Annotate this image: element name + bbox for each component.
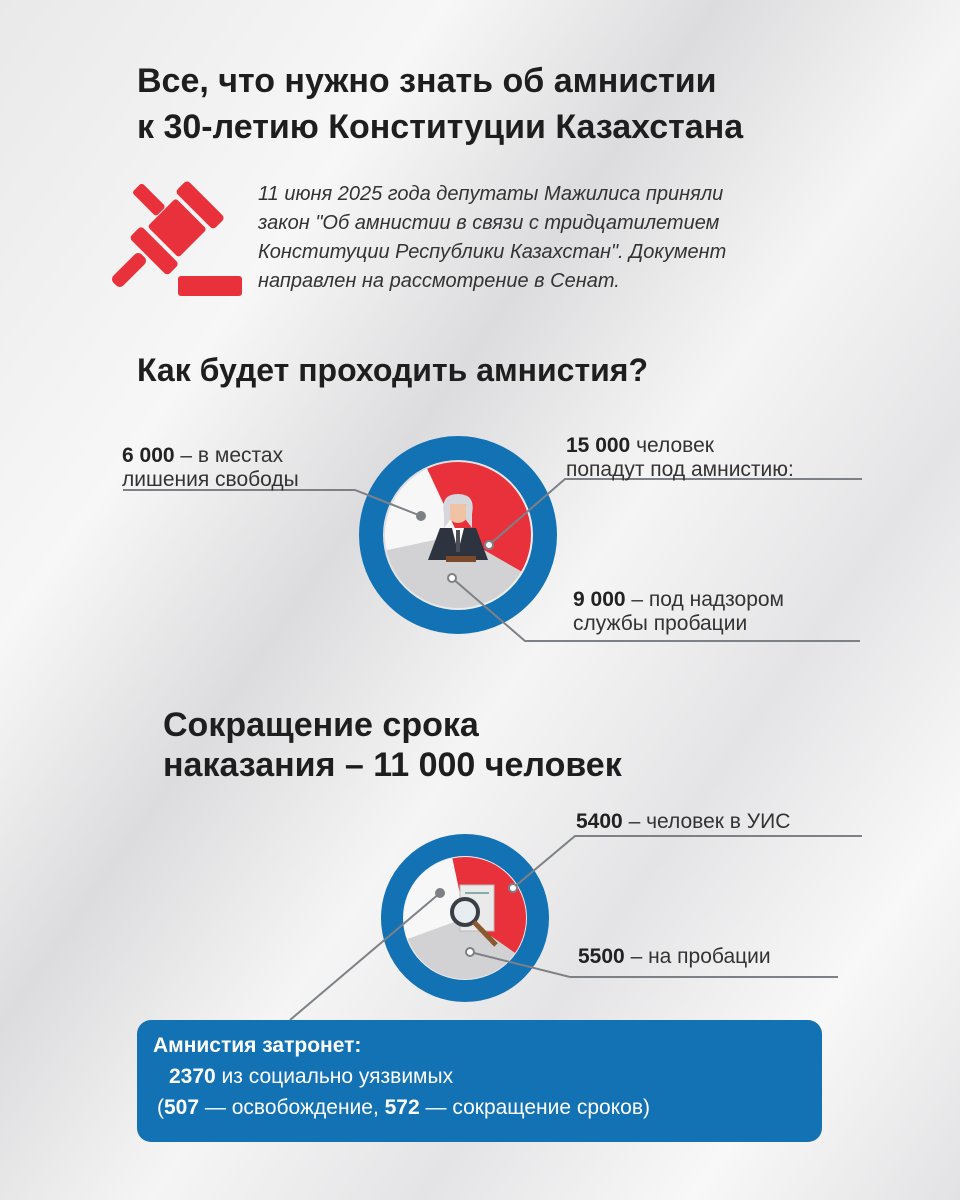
label-total: 15 000 человек попадут под амнистию: [566, 434, 794, 481]
label-probation-2: 5500 – на пробации [578, 945, 771, 968]
judge-icon [428, 494, 488, 562]
gavel-icon [111, 181, 242, 296]
pie-chart-amnesty [359, 436, 557, 634]
section1-heading: Как будет проходить амнистия? [137, 352, 649, 388]
magnifier-document-icon [450, 884, 498, 947]
pie-slice-probation [386, 535, 522, 608]
pie-slice-total [427, 462, 531, 572]
leader-dots [416, 511, 518, 957]
pie-slice-probation [407, 918, 515, 979]
page-title: Все, что нужно знать об амнистии к 30-лет… [137, 62, 744, 146]
pie-chart-reduction [381, 834, 549, 1002]
label-uis: 5400 – человек в УИС [576, 810, 791, 833]
box-title: Амнистия затронет: [153, 1034, 362, 1057]
box-line-2: 2370 из социально уязвимых [169, 1065, 454, 1088]
leader-lines [123, 478, 862, 1021]
box-line-3: (507 — освобождение, 572 — сокращение ср… [157, 1096, 650, 1119]
vulnerable-info-box: Амнистия затронет: 2370 из социально уяз… [137, 1020, 822, 1142]
label-prison: 6 000 – в местах лишения свободы [122, 444, 299, 491]
intro-text: 11 июня 2025 года депутаты Мажилиса прин… [258, 183, 727, 292]
label-probation: 9 000 – под надзором службы пробации [573, 588, 784, 635]
section2-heading: Сокращение срока наказания – 11 000 челов… [163, 706, 622, 784]
